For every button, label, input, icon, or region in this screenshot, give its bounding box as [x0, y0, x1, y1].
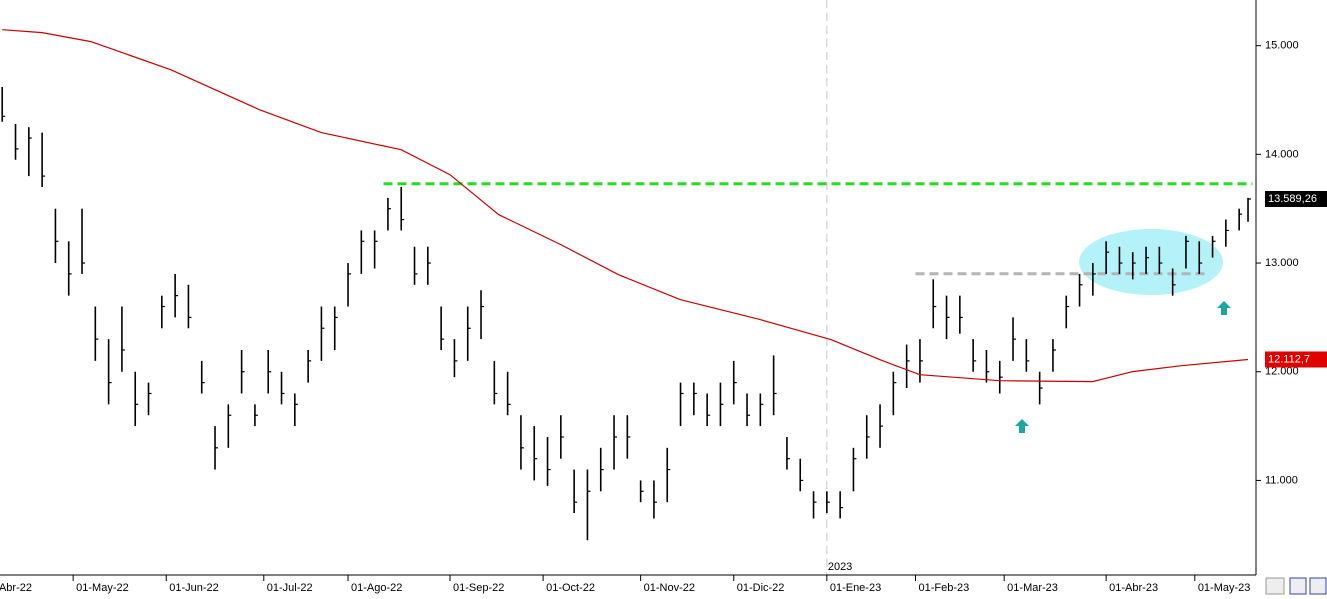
x-tick-label: 01-Jun-22 [169, 582, 219, 594]
y-tick-label: 12.000 [1265, 366, 1299, 378]
arrow-up [1015, 419, 1029, 433]
x-tick-label: 01-Oct-22 [546, 582, 595, 594]
annotations [1015, 301, 1231, 433]
x-tick-label: 01-Nov-22 [644, 582, 695, 594]
y-tick-label: 13.000 [1265, 257, 1299, 269]
year-label: 2023 [828, 561, 852, 573]
arrow-up [1217, 301, 1231, 315]
moving-average [2, 29, 1249, 383]
value-tag [1265, 351, 1327, 368]
x-tick-label: 01-Sep-22 [453, 582, 504, 594]
value-tag [1265, 190, 1327, 207]
x-tick-label: 01-Mar-23 [1007, 582, 1058, 594]
x-tick-label: 01-Abr-22 [0, 582, 32, 594]
plot-area [1, 29, 1253, 541]
y-tick-label: 11.000 [1265, 474, 1298, 486]
zoom-button[interactable] [1265, 577, 1285, 595]
value-tag-label: 13.589,26 [1268, 193, 1317, 205]
x-tick-label: 01-May-23 [1198, 582, 1251, 594]
y-tick-label: 14.000 [1265, 148, 1299, 160]
save-button[interactable] [1289, 577, 1307, 595]
x-tick-label: 01-Abr-23 [1109, 582, 1158, 594]
y-tick-label: 15.000 [1265, 40, 1299, 52]
x-tick-label: 01-Jul-22 [267, 582, 313, 594]
x-tick-label: 01-Ago-22 [351, 582, 402, 594]
value-tag-label: 12.112,7 [1268, 353, 1310, 365]
edit-button[interactable] [1309, 577, 1327, 595]
x-tick-label: 01-Ene-23 [830, 582, 881, 594]
x-tick-label: 01-Dic-22 [737, 582, 785, 594]
x-tick-label: 01-May-22 [76, 582, 129, 594]
highlight-ellipse [1079, 229, 1223, 295]
x-tick-label: 01-Feb-23 [919, 582, 970, 594]
